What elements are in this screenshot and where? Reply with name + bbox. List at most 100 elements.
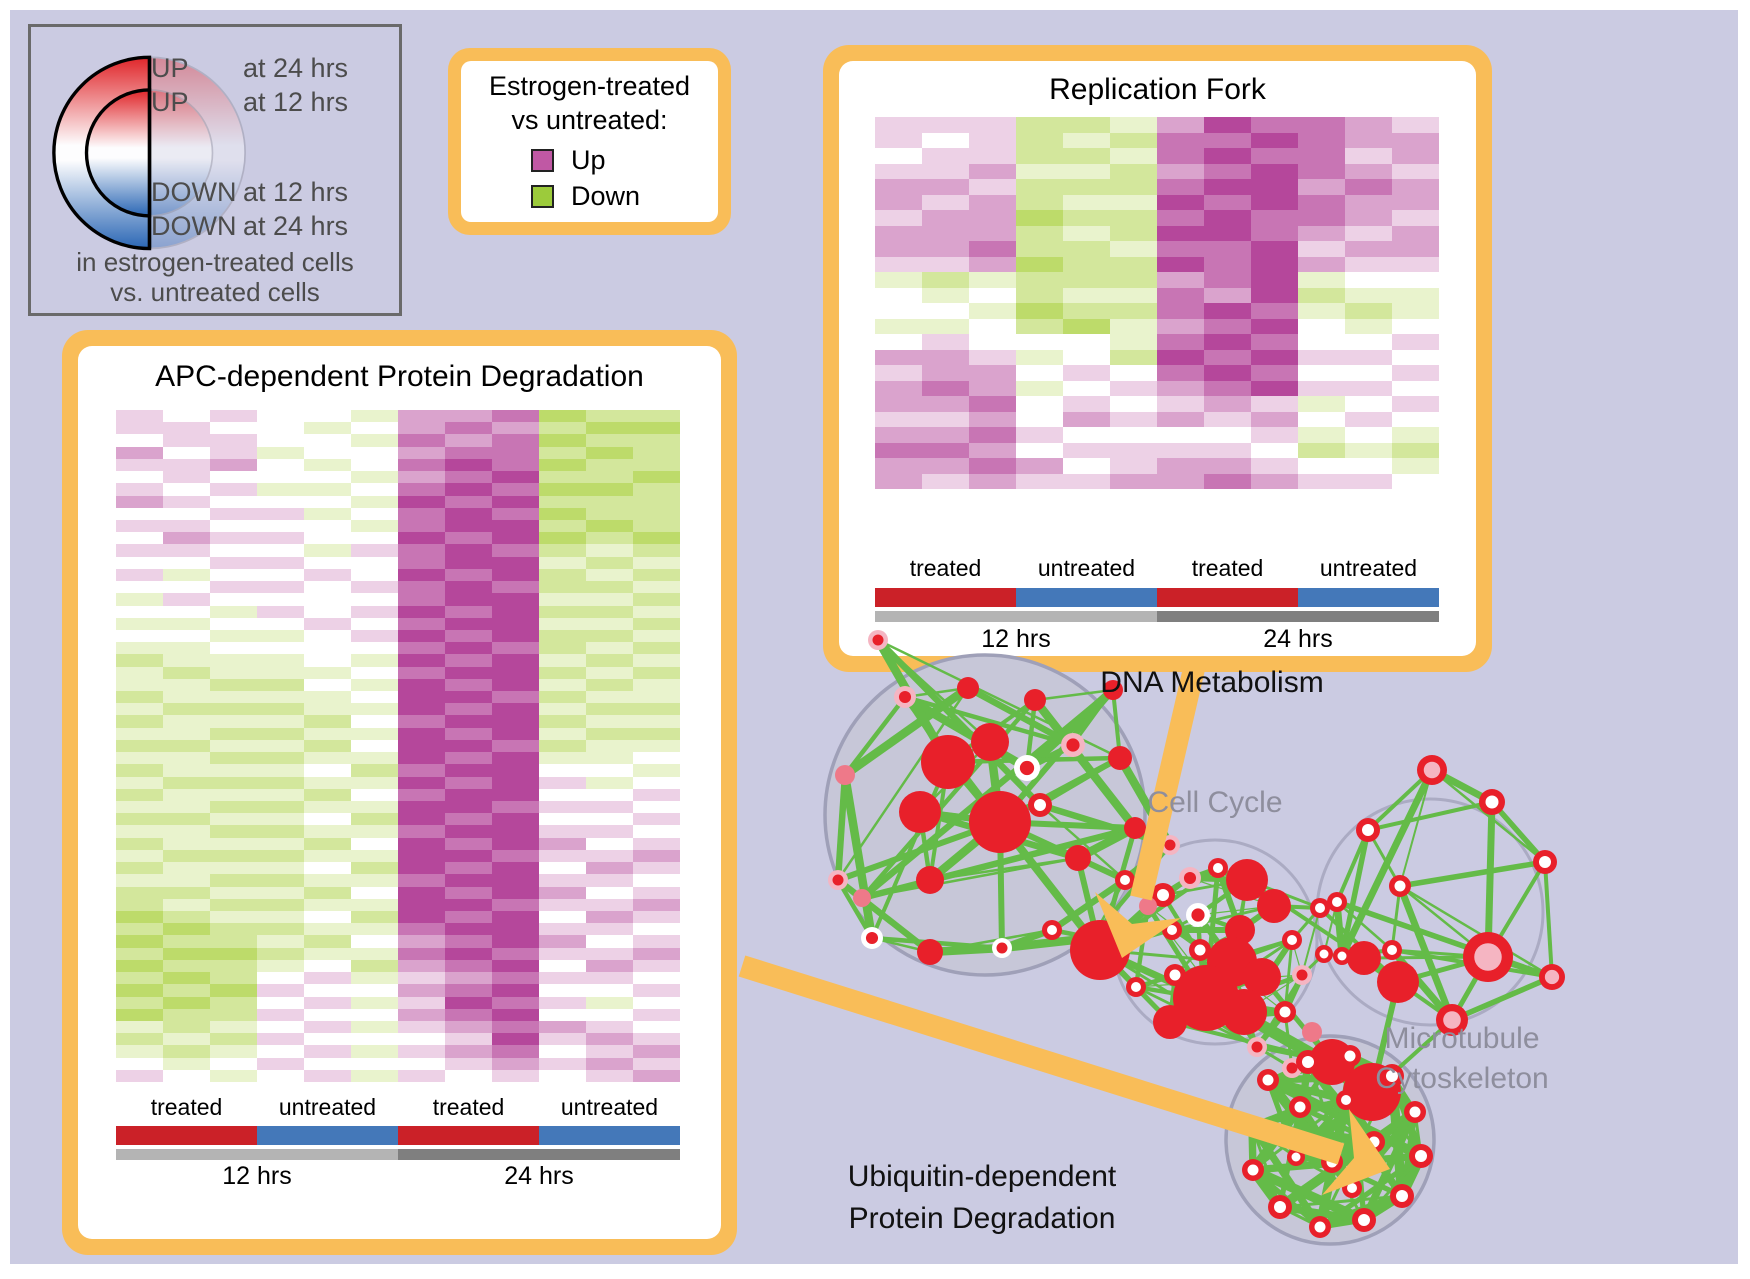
heatmap-cell <box>492 1033 539 1046</box>
heatmap-cell <box>257 483 304 496</box>
legend-caption-line1: in estrogen-treated cells <box>76 247 354 277</box>
heatmap-cell <box>586 678 633 692</box>
heatmap-cell <box>351 568 398 582</box>
heatmap-cell <box>633 446 680 459</box>
heatmap-cell <box>304 483 351 496</box>
heatmap-row <box>116 666 680 679</box>
microtubule-label-line2: Cytoskeleton <box>1375 1062 1549 1095</box>
heatmap-row <box>116 996 680 1009</box>
heatmap-cell <box>257 739 304 753</box>
heatmap-row <box>875 380 1439 396</box>
heatmap-cell <box>445 605 492 618</box>
heatmap-cell <box>633 434 680 447</box>
heatmap-cell <box>398 935 445 948</box>
heatmap-cell <box>586 532 633 545</box>
heatmap-cell <box>351 642 398 655</box>
heatmap-cell <box>1392 365 1439 381</box>
heatmap-cell <box>633 556 680 569</box>
heatmap-row <box>875 442 1439 458</box>
heatmap-cell <box>445 532 492 545</box>
group-label: untreated <box>1319 555 1418 581</box>
heatmap-cell <box>1345 473 1392 489</box>
heatmap-cell <box>445 422 492 435</box>
heatmap-cell <box>1063 132 1110 148</box>
heatmap-cell <box>922 148 969 164</box>
heatmap-cell <box>539 581 586 594</box>
heatmap-cell <box>398 568 445 582</box>
heatmap-cell <box>163 691 210 704</box>
heatmap-cell <box>351 874 398 887</box>
heatmap-cell <box>1110 179 1157 195</box>
heatmap-cell <box>351 691 398 704</box>
heatmap-cell <box>633 532 680 545</box>
heatmap-cell <box>1345 225 1392 241</box>
heatmap-cell <box>304 849 351 863</box>
heatmap-cell <box>116 544 163 557</box>
group-color-bar <box>257 1126 398 1145</box>
heatmap-cell <box>875 117 922 133</box>
heatmap-cell <box>163 776 210 789</box>
heatmap-cell <box>351 898 398 911</box>
heatmap-cell <box>633 495 680 508</box>
heatmap-cell <box>1392 272 1439 288</box>
heatmap-cell <box>304 629 351 643</box>
heatmap-cell <box>1063 318 1110 334</box>
heatmap-cell <box>1016 117 1063 133</box>
heatmap-cell <box>304 1020 351 1034</box>
heatmap-cell <box>1016 272 1063 288</box>
heatmap-cell <box>1063 163 1110 179</box>
heatmap-cell <box>257 519 304 533</box>
time-color-bar <box>398 1149 680 1160</box>
heatmap-cell <box>1063 411 1110 427</box>
rf-group-bars <box>875 588 1439 607</box>
heatmap-cell <box>969 411 1016 427</box>
updown-legend-down-row: Down <box>531 181 640 212</box>
heatmap-cell <box>398 825 445 838</box>
heatmap-cell <box>398 739 445 753</box>
heatmap-cell <box>1204 334 1251 350</box>
heatmap-cell <box>1204 287 1251 303</box>
heatmap-cell <box>1392 148 1439 164</box>
heatmap-cell <box>539 1045 586 1058</box>
heatmap-cell <box>304 1045 351 1058</box>
heatmap-cell <box>539 666 586 679</box>
heatmap-cell <box>922 318 969 334</box>
circle-legend-box: UP at 24 hrs UP at 12 hrs DOWN at 12 hrs… <box>28 24 402 316</box>
heatmap-cell <box>445 984 492 997</box>
heatmap-cell <box>210 739 257 753</box>
heatmap-cell <box>1392 194 1439 210</box>
heatmap-row <box>116 678 680 692</box>
heatmap-cell <box>1251 473 1298 489</box>
heatmap-cell <box>539 605 586 618</box>
heatmap-cell <box>1110 225 1157 241</box>
heatmap-cell <box>586 788 633 801</box>
heatmap-cell <box>875 349 922 365</box>
heatmap-cell <box>445 678 492 692</box>
heatmap-row <box>875 225 1439 241</box>
heatmap-cell <box>351 984 398 997</box>
group-color-bar <box>539 1126 680 1145</box>
heatmap-cell <box>633 1033 680 1046</box>
heatmap-cell <box>398 703 445 716</box>
heatmap-cell <box>210 1008 257 1021</box>
heatmap-cell <box>492 471 539 484</box>
heatmap-cell <box>304 471 351 484</box>
heatmap-cell <box>257 1020 304 1034</box>
heatmap-cell <box>1016 241 1063 257</box>
heatmap-cell <box>445 1033 492 1046</box>
heatmap-cell <box>351 862 398 875</box>
heatmap-cell <box>586 581 633 594</box>
heatmap-cell <box>1110 349 1157 365</box>
heatmap-cell <box>398 996 445 1009</box>
heatmap-cell <box>398 947 445 960</box>
heatmap-cell <box>163 532 210 545</box>
heatmap-cell <box>492 764 539 777</box>
legend-dir-down-12: DOWN <box>151 177 237 207</box>
rf-group-labels: treated untreated treated untreated <box>875 555 1439 583</box>
heatmap-cell <box>1157 396 1204 412</box>
heatmap-cell <box>445 544 492 557</box>
heatmap-row <box>875 303 1439 319</box>
heatmap-cell <box>633 862 680 875</box>
heatmap-cell <box>1110 256 1157 272</box>
heatmap-cell <box>304 947 351 960</box>
